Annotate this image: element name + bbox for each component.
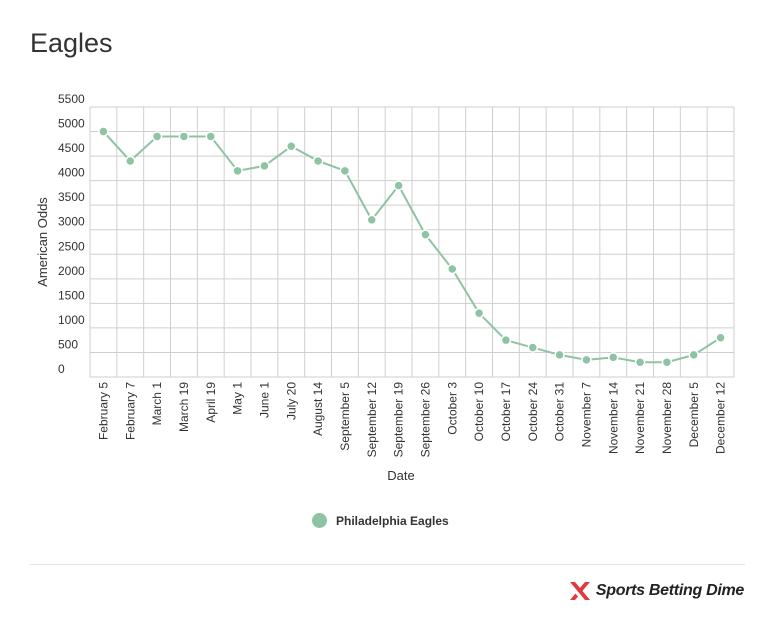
data-point [286, 141, 297, 152]
legend-marker-icon [312, 513, 327, 528]
data-point [339, 165, 351, 177]
y-tick-label: 4500 [58, 141, 85, 155]
x-tick-label: November 7 [579, 382, 593, 448]
y-tick-label: 2500 [58, 239, 85, 253]
x-tick-label: October 3 [445, 382, 459, 435]
data-point [473, 307, 485, 319]
x-tick-label: September 5 [338, 382, 352, 451]
x-tick-label: August 14 [311, 382, 325, 436]
y-tick-label: 3000 [58, 215, 85, 229]
data-point [178, 131, 190, 142]
data-point [393, 180, 404, 191]
chart-grid [89, 106, 735, 378]
y-axis-title: American Odds [35, 197, 50, 287]
chart-series [98, 126, 726, 368]
x-tick-label: April 19 [204, 382, 218, 423]
y-tick-label: 2000 [58, 264, 85, 278]
chart-legend[interactable]: Philadelphia Eagles [312, 513, 449, 528]
data-point [151, 131, 163, 142]
x-tick-label: March 1 [150, 382, 164, 426]
y-tick-label: 1000 [58, 313, 85, 327]
data-point [447, 263, 458, 275]
x-tick-label: October 24 [526, 382, 540, 442]
data-point [205, 131, 216, 142]
x-tick-label: February 5 [96, 382, 110, 440]
brand-logo: Sports Betting Dime [568, 580, 744, 602]
data-point [98, 126, 109, 137]
x-tick-label: March 19 [177, 382, 191, 432]
data-point [608, 352, 619, 363]
x-axis-title: Date [387, 468, 414, 483]
x-tick-label: October 10 [472, 382, 486, 442]
x-tick-label: November 28 [660, 382, 674, 454]
x-tick-label: October 17 [499, 382, 513, 442]
data-point [259, 160, 270, 172]
x-tick-label: December 12 [714, 382, 728, 454]
data-point [420, 229, 431, 240]
footer-divider [30, 564, 745, 565]
brand-text: Sports Betting Dime [595, 582, 744, 599]
data-point [125, 155, 136, 167]
sbd-x-logo-icon [569, 582, 590, 600]
data-point [634, 357, 646, 368]
data-point [500, 334, 512, 346]
legend-label: Philadelphia Eagles [336, 513, 449, 528]
data-point [232, 165, 243, 177]
data-point [554, 349, 565, 361]
data-point [688, 349, 699, 361]
x-tick-label: July 20 [284, 382, 298, 420]
x-tick-label: November 21 [633, 382, 647, 454]
x-tick-label: May 1 [231, 382, 245, 415]
data-point [366, 214, 377, 226]
data-point [715, 332, 726, 343]
data-point [312, 155, 324, 167]
y-tick-label: 5000 [58, 117, 85, 131]
x-tick-label: November 14 [606, 382, 620, 454]
y-tick-label: 3500 [58, 190, 85, 204]
x-tick-label: December 5 [687, 382, 701, 448]
y-tick-label: 5500 [58, 92, 85, 106]
y-tick-label: 500 [58, 337, 78, 351]
x-axis-ticks: February 5 February 7 March 1 March 19 April… [96, 382, 727, 458]
page-title: Eagles [30, 28, 113, 58]
x-tick-label: February 7 [123, 382, 137, 440]
data-point [581, 354, 592, 366]
y-tick-label: 0 [58, 362, 65, 376]
x-tick-label: September 12 [365, 382, 379, 458]
y-axis-ticks: 0 500 1000 1500 2000 2500 3000 3500 4000 4500 5000… [58, 92, 85, 376]
x-tick-label: October 31 [553, 382, 567, 442]
data-point [527, 342, 538, 353]
x-tick-label: September 26 [418, 382, 432, 458]
x-tick-label: September 19 [392, 382, 406, 458]
y-tick-label: 4000 [58, 166, 85, 180]
data-point [661, 357, 673, 368]
x-tick-label: June 1 [257, 382, 271, 418]
y-tick-label: 1500 [58, 288, 85, 302]
